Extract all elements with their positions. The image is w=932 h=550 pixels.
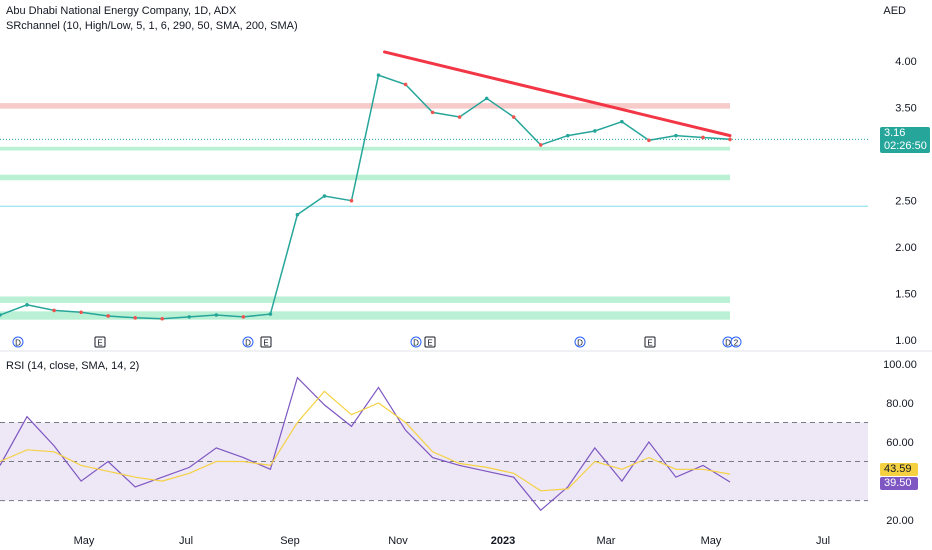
sr-zone (0, 174, 730, 181)
currency-label: AED (883, 5, 906, 17)
price-axis: 1.00 1.50 2.00 2.50 3.50 4.00 (895, 56, 916, 347)
price-point (349, 198, 354, 203)
rsi-series (0, 376, 731, 512)
price-point (241, 315, 246, 319)
price-point (160, 316, 165, 321)
price-point (674, 133, 678, 138)
price-tick-label: 1.00 (895, 335, 916, 347)
price-series (0, 73, 732, 321)
price-point (133, 316, 137, 320)
chart-title: Abu Dhabi National Energy Company, 1D, A… (6, 5, 237, 17)
price-point (593, 129, 597, 133)
price-tick-label: 2.50 (895, 196, 916, 208)
dividend-marker (410, 336, 422, 348)
sr-zone (0, 311, 730, 320)
price-point (295, 212, 300, 217)
rsi-band (0, 422, 868, 502)
time-axis: May Jul Sep Nov 2023 Mar May Jul (74, 535, 830, 547)
rsi-tick-label: 60.00 (886, 437, 914, 449)
event-marker-label: D (245, 339, 251, 348)
time-tick-label: Mar (597, 535, 616, 547)
price-point (322, 194, 327, 198)
time-tick-label: Jul (816, 535, 830, 547)
price-point (25, 303, 29, 307)
sr-zone (0, 296, 730, 303)
price-point (620, 119, 624, 124)
price-tick-label: 3.50 (895, 103, 916, 115)
dividend-marker (730, 336, 742, 348)
dividend-marker (574, 336, 586, 348)
price-tick-label: 4.00 (895, 56, 916, 68)
price-point (403, 82, 408, 87)
price-point (214, 313, 219, 317)
event-marker-label: E (97, 339, 102, 348)
time-tick-label: Jul (179, 535, 193, 547)
time-tick-label: May (74, 535, 95, 547)
price-point (376, 73, 381, 77)
price-tick-label: 2.00 (895, 242, 916, 254)
time-tick-label: 2023 (491, 535, 515, 547)
event-marker-label: E (647, 339, 652, 348)
rsi-value-badge: 39.50 (880, 477, 918, 490)
price-badge: 3.16 02:26:50 (880, 127, 930, 153)
event-marker-label: E (263, 339, 268, 348)
price-tick-label: 1.50 (895, 289, 916, 301)
price-point (0, 313, 2, 317)
price-point (187, 315, 192, 319)
rsi-title[interactable]: RSI (14, close, SMA, 14, 2) (6, 360, 140, 372)
event-marker-label: D (725, 339, 731, 348)
rsi-sma-line (0, 390, 731, 492)
price-point (457, 115, 462, 119)
rsi-tick-label: 100.00 (883, 359, 917, 371)
event-marker-label: D (15, 339, 21, 348)
time-tick-label: May (701, 535, 722, 547)
price-point (106, 314, 110, 318)
price-point (511, 115, 516, 119)
price-point (484, 96, 489, 101)
price-point (52, 308, 56, 313)
earnings-marker (94, 336, 106, 348)
time-tick-label: Nov (388, 535, 408, 547)
sr-zone (0, 146, 730, 151)
price-point (538, 143, 543, 147)
price-point (647, 138, 651, 143)
event-marker-label: D (413, 339, 419, 348)
time-tick-label: Sep (280, 535, 300, 547)
price-point (701, 135, 705, 140)
descending-trendline (383, 50, 732, 138)
rsi-tick-label: 20.00 (886, 515, 914, 527)
rsi-sma-badge: 43.59 (880, 463, 918, 476)
sr-zone (0, 103, 730, 109)
price-point (430, 110, 435, 115)
price-value: 3.16 (884, 127, 906, 139)
countdown: 02:26:50 (884, 140, 927, 152)
earnings-marker (424, 336, 436, 348)
price-point (728, 137, 732, 142)
dividend-marker (242, 336, 254, 348)
trendline (383, 50, 732, 138)
earnings-marker (644, 336, 656, 348)
price-point (79, 310, 83, 315)
price-line (0, 74, 731, 320)
event-marker-label: E (427, 339, 432, 348)
indicator-label[interactable]: SRchannel (10, High/Low, 5, 1, 6, 290, 5… (6, 20, 298, 32)
event-marker-label: D (577, 339, 583, 348)
event-marker-label: 2 (734, 339, 739, 348)
price-point (268, 312, 273, 316)
price-point (565, 133, 570, 138)
dividend-marker (12, 336, 24, 348)
earnings-marker (260, 336, 272, 348)
support-resistance-zones (0, 103, 868, 320)
rsi-tick-label: 80.00 (886, 398, 914, 410)
